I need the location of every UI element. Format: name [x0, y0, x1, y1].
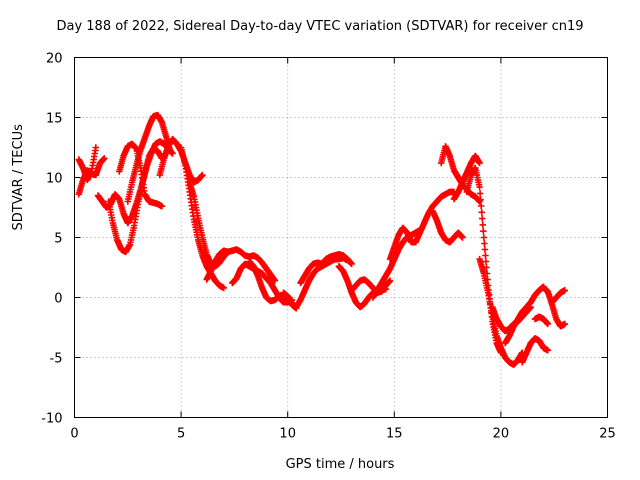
y-tick-label: 20	[46, 52, 63, 67]
series-arc14	[297, 251, 355, 287]
data-point	[477, 196, 484, 203]
x-tick-label: 5	[177, 427, 185, 442]
data-point	[386, 277, 394, 284]
data-point	[348, 260, 355, 268]
data-point	[101, 155, 108, 162]
x-tick-label: 20	[493, 427, 510, 442]
y-tick-label: 0	[54, 292, 62, 307]
series-arc13	[280, 254, 351, 311]
series-arc28	[548, 287, 569, 306]
series-arc19	[429, 207, 466, 246]
x-axis-label: GPS time / hours	[285, 457, 395, 472]
series-arc2	[75, 155, 108, 198]
series-arc6	[124, 111, 174, 205]
series-arc26	[519, 335, 552, 366]
x-tick-label: 15	[386, 427, 403, 442]
x-tick-label: 10	[279, 427, 296, 442]
chart-title: Day 188 of 2022, Sidereal Day-to-day VTE…	[56, 19, 584, 34]
data-point	[476, 190, 484, 197]
data-point	[482, 258, 490, 265]
series-arc10	[203, 246, 279, 284]
series-arc23	[476, 255, 526, 368]
data-point	[480, 234, 488, 241]
data-point	[92, 144, 100, 151]
y-tick-label: 15	[46, 112, 63, 127]
y-tick-label: -5	[50, 352, 63, 367]
data-point	[158, 203, 166, 210]
data-point	[482, 252, 489, 259]
data-point	[479, 221, 486, 229]
data-point	[481, 246, 489, 253]
data-point	[477, 202, 485, 210]
x-tick-label: 25	[599, 427, 616, 442]
data-point	[220, 284, 227, 292]
data-point	[199, 171, 206, 179]
grid-lines	[74, 57, 608, 418]
series-arc5	[116, 140, 166, 210]
data-points	[75, 111, 569, 368]
data-point	[476, 159, 483, 167]
data-point	[271, 277, 279, 284]
plot-frame	[74, 57, 608, 418]
y-tick-label: -10	[41, 412, 62, 427]
series-arc18	[386, 188, 458, 263]
series-arc21	[450, 152, 483, 203]
data-point	[478, 209, 485, 216]
data-point	[481, 240, 488, 247]
data-point	[459, 234, 466, 241]
data-point	[476, 183, 483, 191]
data-point	[561, 287, 569, 294]
data-point	[544, 320, 552, 328]
data-point	[544, 347, 552, 354]
y-tick-label: 5	[54, 232, 62, 247]
y-tick-label: 10	[46, 172, 63, 187]
data-point	[480, 228, 487, 235]
series-arc29	[531, 313, 552, 328]
data-point	[561, 320, 569, 328]
data-point	[479, 215, 486, 222]
series-arc8	[177, 144, 227, 292]
x-tick-label: 0	[70, 427, 78, 442]
